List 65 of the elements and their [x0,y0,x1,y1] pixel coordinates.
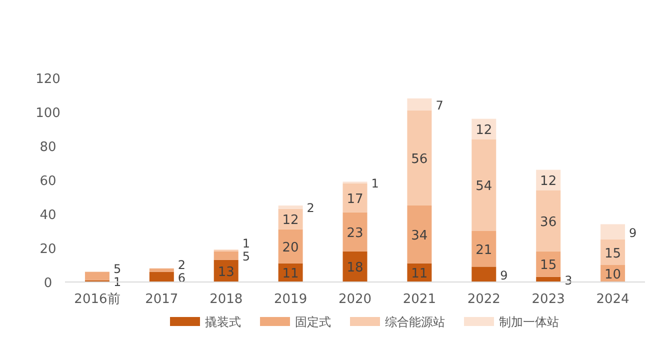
bar [342,183,368,212]
data-label: 1 [242,236,250,251]
bar [600,240,626,265]
data-label: 12 [476,123,492,138]
bar [536,190,561,252]
bar [149,272,174,282]
y-tick-label: 80 [40,140,56,155]
data-label: 21 [476,242,492,258]
legend-label: 撬装式 [205,315,241,329]
data-label: 11 [411,266,428,282]
bar [149,268,174,272]
data-label: 15 [604,246,622,262]
data-label: 10 [604,268,622,282]
legend-label: 综合能源站 [385,315,445,329]
data-label: 9 [500,268,508,282]
data-label: 7 [436,98,444,112]
y-tick-label: 40 [40,208,56,223]
y-tick-label: 60 [40,174,56,189]
legend-label: 固定式 [295,315,331,329]
data-label: 36 [540,214,557,230]
data-label: 11 [282,266,299,282]
data-label: 54 [476,179,492,194]
x-tick-label: 2024 [596,292,630,307]
x-tick-label: 2023 [532,292,565,307]
y-tick-label: 20 [40,242,56,257]
bar [536,251,561,277]
bar [342,212,368,252]
y-tick-label: 0 [44,276,52,291]
x-tick-label: 2016前 [74,292,120,307]
data-label: 23 [346,226,364,241]
data-label: 15 [540,258,557,274]
x-tick-label: 2019 [274,292,308,307]
data-label: 12 [540,174,557,189]
data-label: 2 [178,258,186,272]
data-label: 1 [371,176,379,191]
data-label: 56 [411,152,428,167]
data-label: 17 [346,192,364,207]
data-label: 5 [113,262,122,276]
bar [472,266,496,282]
data-label: 12 [282,213,299,228]
bar [214,251,238,260]
bar [472,139,496,231]
y-tick-label: 120 [36,72,60,87]
bar [407,110,432,206]
data-label: 18 [346,260,364,276]
x-tick-label: 2021 [402,292,436,307]
data-label: 9 [629,226,637,240]
bar [407,98,432,110]
data-label: 20 [282,240,299,256]
bar [278,206,303,209]
bar [84,272,110,280]
bar [278,229,303,264]
x-tick-label: 2022 [467,292,500,307]
x-tick-label: 2018 [210,292,243,307]
bar [407,206,432,264]
bar [600,224,626,240]
x-tick-label: 2017 [145,292,178,307]
data-label: 2 [306,201,314,216]
x-tick-label: 2020 [338,292,372,307]
data-label: 34 [411,228,428,244]
data-label: 13 [218,264,234,280]
legend-label: 制加一体站 [499,315,559,329]
y-tick-label: 100 [36,106,60,121]
bar [472,231,496,267]
data-label: 5 [242,250,250,264]
